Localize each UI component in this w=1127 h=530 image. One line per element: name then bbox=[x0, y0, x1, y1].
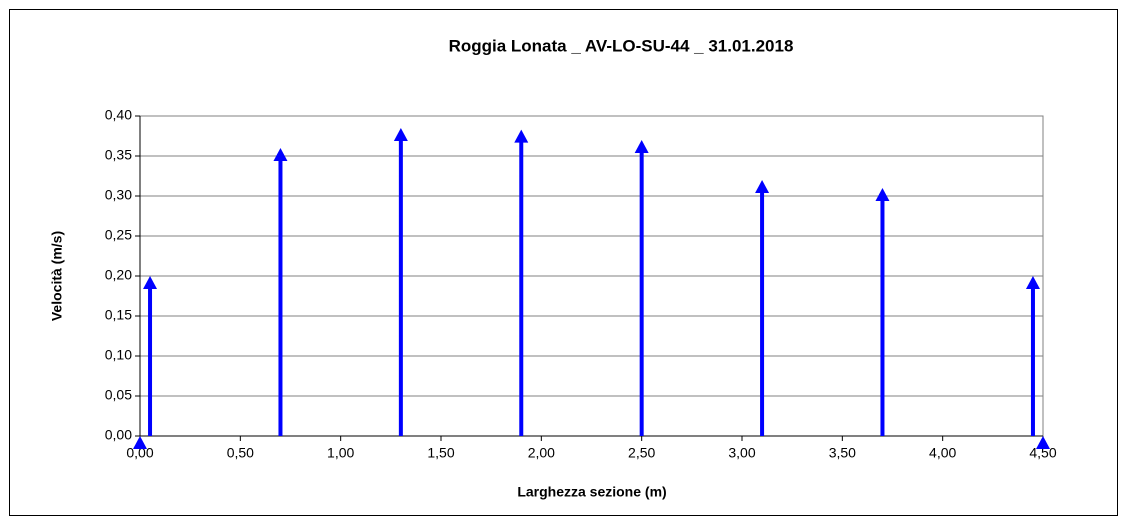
velocity-arrow bbox=[273, 148, 288, 436]
y-tick-label: 0,10 bbox=[105, 347, 132, 363]
x-tick-label: 3,00 bbox=[728, 445, 755, 461]
y-tick-label: 0,05 bbox=[105, 387, 132, 403]
y-tick-label: 0,20 bbox=[105, 267, 132, 283]
velocity-arrow bbox=[514, 129, 529, 436]
velocity-arrow bbox=[755, 180, 770, 436]
x-tick-label: 1,00 bbox=[327, 445, 354, 461]
x-tick-label: 0,50 bbox=[227, 445, 254, 461]
y-axis-label: Velocità (m/s) bbox=[49, 231, 65, 321]
arrow-head bbox=[273, 148, 288, 161]
arrow-head bbox=[514, 129, 529, 143]
velocity-arrow bbox=[393, 128, 408, 436]
velocity-arrow bbox=[875, 188, 890, 436]
x-tick-label: 4,00 bbox=[929, 445, 956, 461]
x-tick-label: 1,50 bbox=[427, 445, 454, 461]
x-axis-label: Larghezza sezione (m) bbox=[517, 484, 666, 500]
arrow-head bbox=[634, 140, 649, 153]
y-tick-label: 0,30 bbox=[105, 187, 132, 203]
chart-border bbox=[9, 9, 1118, 516]
y-tick-label: 0,35 bbox=[105, 147, 132, 163]
arrow-head bbox=[1036, 436, 1050, 449]
y-tick-label: 0,25 bbox=[105, 227, 132, 243]
x-tick-label: 2,00 bbox=[528, 445, 555, 461]
arrow-head bbox=[393, 128, 408, 141]
arrow-head bbox=[875, 188, 890, 201]
x-tick-label: 3,50 bbox=[829, 445, 856, 461]
arrow-head bbox=[755, 180, 770, 193]
x-tick-label: 2,50 bbox=[628, 445, 655, 461]
y-tick-label: 0,15 bbox=[105, 307, 132, 323]
velocity-arrow bbox=[1036, 436, 1050, 449]
chart-title: Roggia Lonata _ AV-LO-SU-44 _ 31.01.2018 bbox=[449, 36, 794, 55]
velocity-arrow bbox=[634, 140, 649, 436]
arrow-head bbox=[143, 276, 158, 289]
velocity-arrow bbox=[143, 276, 158, 436]
y-tick-label: 0,00 bbox=[105, 427, 132, 443]
arrow-head bbox=[1025, 276, 1040, 289]
velocity-arrow bbox=[1025, 276, 1040, 436]
y-tick-label: 0,40 bbox=[105, 107, 132, 123]
velocity-arrow bbox=[133, 436, 147, 449]
arrow-head bbox=[133, 436, 147, 449]
